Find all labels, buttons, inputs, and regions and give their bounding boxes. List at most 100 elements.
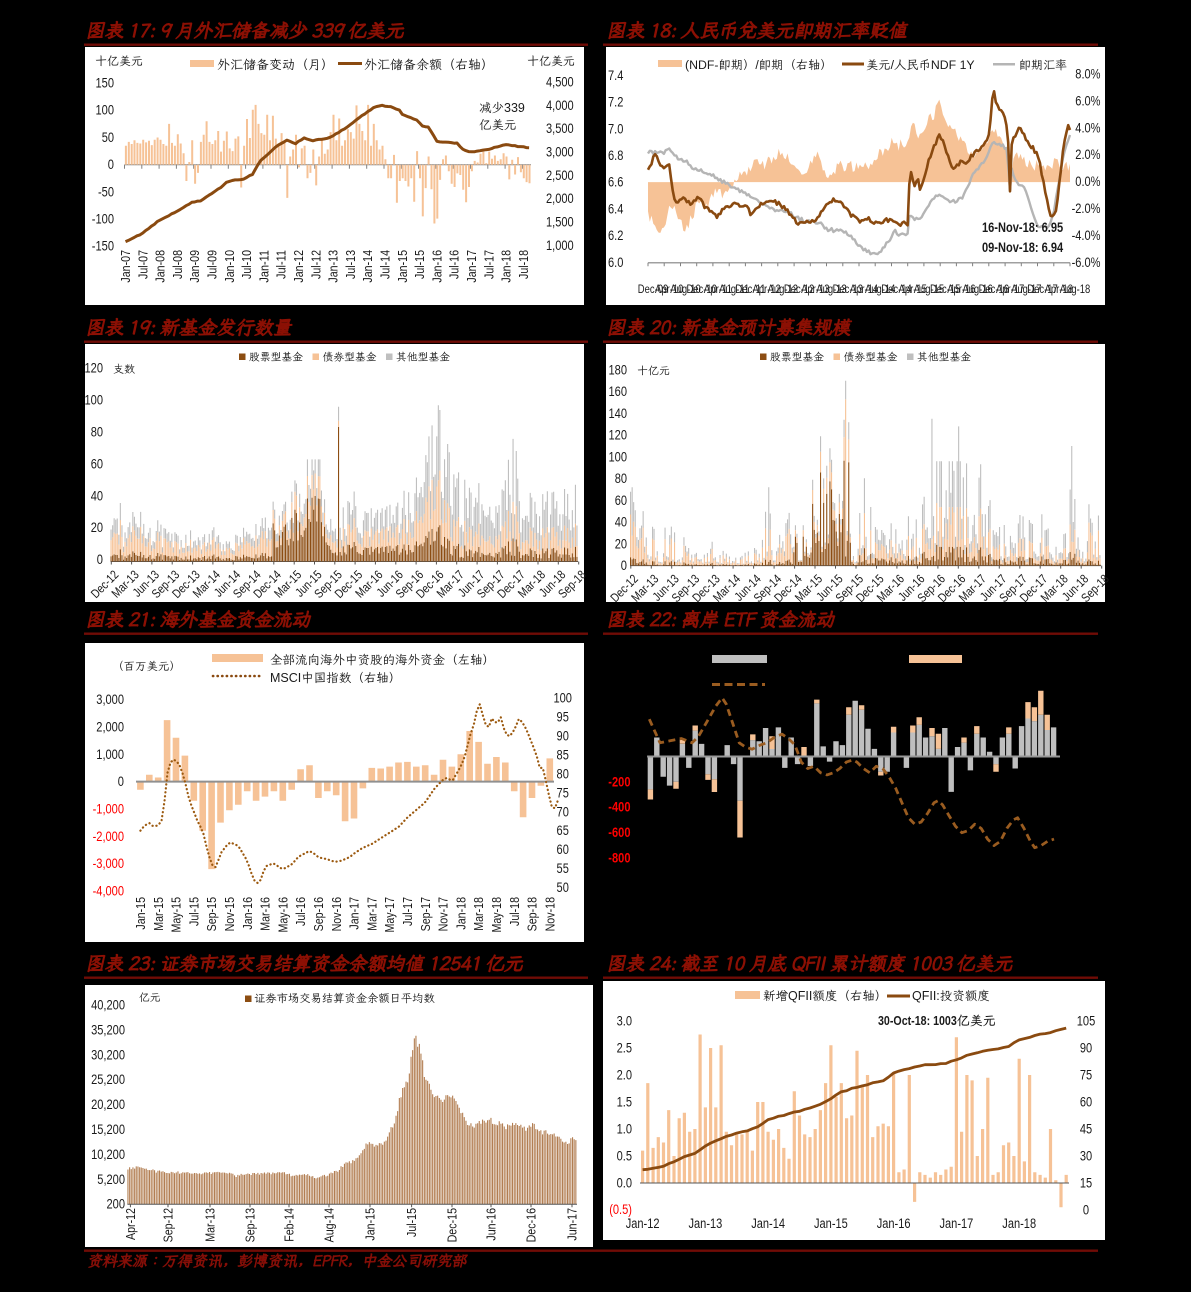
svg-text:Dec-10: Dec-10 — [687, 284, 717, 296]
svg-text:90: 90 — [1080, 1041, 1092, 1056]
svg-text:100: 100 — [96, 103, 115, 118]
svg-text:Jul-15: Jul-15 — [412, 250, 427, 279]
svg-text:80: 80 — [557, 766, 569, 781]
svg-text:-150: -150 — [92, 239, 114, 254]
svg-text:Mar-18: Mar-18 — [471, 897, 486, 931]
svg-text:Dec-12: Dec-12 — [784, 284, 814, 296]
svg-text:Sep-16: Sep-16 — [311, 897, 326, 931]
svg-text:60: 60 — [615, 493, 627, 508]
svg-text:-4.0%: -4.0% — [1072, 228, 1101, 243]
svg-text:35,200: 35,200 — [91, 1022, 125, 1037]
svg-text:Jan-15: Jan-15 — [363, 1208, 378, 1241]
svg-text:50: 50 — [557, 880, 569, 895]
svg-text:Dec-16: Dec-16 — [979, 284, 1009, 296]
svg-text:Jan-18: Jan-18 — [499, 250, 514, 283]
svg-text:Dec-15: Dec-15 — [445, 1208, 460, 1242]
svg-text:Jan-16: Jan-16 — [429, 250, 444, 283]
svg-text:Jan-15: Jan-15 — [814, 1216, 848, 1231]
svg-text:Jun-16: Jun-16 — [484, 1208, 499, 1241]
svg-text:MSCI: MSCI — [270, 671, 301, 685]
svg-text:55: 55 — [557, 861, 569, 876]
svg-text:100: 100 — [553, 691, 572, 706]
svg-text:Jan-17: Jan-17 — [940, 1216, 974, 1231]
svg-text:Apr-18: Apr-18 — [1045, 284, 1073, 296]
svg-text:Nov-16: Nov-16 — [329, 897, 344, 931]
svg-text:Nov-18: Nov-18 — [542, 897, 557, 931]
svg-text:7.4: 7.4 — [608, 68, 624, 83]
svg-text:Jan-12: Jan-12 — [291, 250, 306, 283]
svg-text:100: 100 — [85, 393, 104, 408]
svg-text:Jan-12: Jan-12 — [626, 1216, 660, 1231]
svg-text:Aug-12: Aug-12 — [768, 284, 798, 296]
svg-text:339: 339 — [504, 101, 525, 115]
svg-text:Jan-07: Jan-07 — [118, 250, 133, 283]
svg-text:2.0: 2.0 — [617, 1068, 632, 1083]
svg-text:1.5: 1.5 — [617, 1095, 632, 1110]
svg-text:Apr-17: Apr-17 — [996, 284, 1024, 296]
svg-text:Jan-13: Jan-13 — [689, 1216, 723, 1231]
svg-text:1,500: 1,500 — [546, 215, 574, 230]
svg-text:May-15: May-15 — [169, 897, 184, 933]
svg-text:Jul-17: Jul-17 — [481, 250, 496, 279]
svg-text:Apr-14: Apr-14 — [850, 284, 879, 296]
svg-text:0.5: 0.5 — [617, 1149, 632, 1164]
svg-text:Mar-15: Mar-15 — [151, 897, 166, 931]
svg-text:75: 75 — [557, 785, 569, 800]
svg-text:80: 80 — [91, 425, 103, 440]
svg-text:7.0: 7.0 — [608, 121, 623, 136]
svg-text:-6.0%: -6.0% — [1072, 255, 1101, 270]
svg-text:Jan-13: Jan-13 — [326, 250, 341, 283]
svg-text:Apr-10: Apr-10 — [655, 284, 683, 296]
svg-text:QFII:: QFII: — [912, 989, 940, 1003]
svg-text:Jan-14: Jan-14 — [360, 250, 375, 283]
svg-text:105: 105 — [1077, 1014, 1096, 1029]
svg-text:90: 90 — [557, 729, 569, 744]
svg-text:/: / — [755, 58, 759, 72]
svg-text:0: 0 — [1083, 1203, 1089, 1218]
svg-text:Dec-13: Dec-13 — [833, 284, 863, 296]
svg-text:95: 95 — [557, 710, 569, 725]
svg-text:/: / — [891, 58, 895, 72]
svg-text:5,200: 5,200 — [97, 1172, 125, 1187]
svg-text:09-Nov-18: 6.94: 09-Nov-18: 6.94 — [982, 240, 1064, 255]
svg-text:40,200: 40,200 — [91, 998, 125, 1013]
svg-text:Aug-17: Aug-17 — [1011, 284, 1041, 296]
svg-text:Jan-18: Jan-18 — [1002, 1216, 1036, 1231]
svg-text:Aug-11: Aug-11 — [719, 284, 749, 296]
svg-text:Aug-16: Aug-16 — [962, 284, 992, 296]
svg-text:Apr-13: Apr-13 — [801, 284, 829, 296]
svg-text:Jun-17: Jun-17 — [565, 1208, 580, 1241]
svg-text:6.4: 6.4 — [608, 201, 624, 216]
svg-text:Jul-15: Jul-15 — [404, 1208, 419, 1237]
svg-text:200: 200 — [107, 1197, 126, 1212]
svg-text:3.0: 3.0 — [617, 1014, 632, 1029]
svg-text:3,500: 3,500 — [546, 121, 574, 136]
svg-text:6.0: 6.0 — [608, 255, 623, 270]
svg-text:30: 30 — [1080, 1149, 1092, 1164]
svg-text:Jan-18: Jan-18 — [453, 897, 468, 930]
svg-text:3,000: 3,000 — [546, 145, 574, 160]
svg-text:Sep-13: Sep-13 — [243, 1208, 258, 1242]
svg-text:Jan-16: Jan-16 — [877, 1216, 911, 1231]
svg-text:60: 60 — [91, 456, 103, 471]
svg-text:50: 50 — [102, 130, 114, 145]
svg-text:1.0: 1.0 — [617, 1122, 632, 1137]
svg-text:Aug-14: Aug-14 — [865, 284, 896, 296]
svg-text:6.0%: 6.0% — [1075, 93, 1100, 108]
svg-text:Feb-14: Feb-14 — [282, 1208, 297, 1242]
svg-text:-3,000: -3,000 — [93, 856, 124, 871]
svg-text:Aug-13: Aug-13 — [816, 284, 846, 296]
svg-text:Aug-18: Aug-18 — [1060, 284, 1090, 296]
svg-text:Sep-12: Sep-12 — [161, 1208, 176, 1242]
svg-text:15: 15 — [1080, 1176, 1092, 1191]
svg-text:70: 70 — [557, 804, 569, 819]
svg-text:Jul-12: Jul-12 — [308, 250, 323, 279]
svg-text:Dec-17: Dec-17 — [1027, 284, 1057, 296]
svg-text:60: 60 — [557, 842, 569, 857]
svg-text:Dec-11: Dec-11 — [735, 284, 765, 296]
svg-text:160: 160 — [609, 384, 628, 399]
svg-text:65: 65 — [557, 823, 569, 838]
svg-text:Jul-08: Jul-08 — [170, 250, 185, 279]
svg-text:Apr-15: Apr-15 — [899, 284, 927, 296]
svg-text:6.8: 6.8 — [608, 148, 623, 163]
